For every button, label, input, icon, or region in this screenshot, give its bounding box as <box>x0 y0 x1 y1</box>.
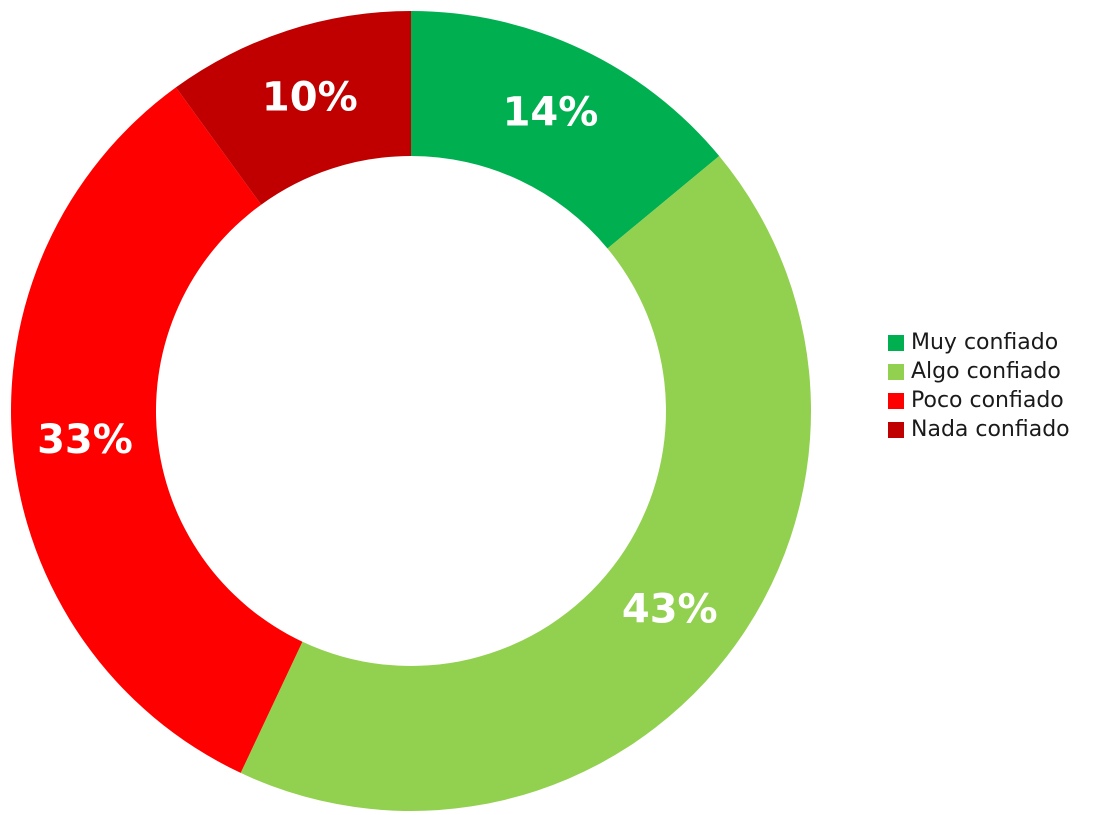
legend-label: Nada confiado <box>911 417 1070 442</box>
donut-slice <box>411 11 720 249</box>
legend-label: Algo confiado <box>911 359 1061 384</box>
legend-swatch <box>888 393 904 409</box>
legend-label: Muy confiado <box>911 330 1058 355</box>
data-label: 10% <box>262 75 358 121</box>
donut-slice <box>10 87 303 773</box>
data-label: 14% <box>503 90 599 136</box>
legend-label: Poco confiado <box>911 388 1064 413</box>
donut-slice <box>175 10 411 205</box>
legend-swatch <box>888 335 904 351</box>
donut-slice <box>240 156 811 811</box>
data-label: 33% <box>37 417 133 463</box>
data-label: 43% <box>622 587 718 633</box>
legend-swatch <box>888 364 904 380</box>
legend-swatch <box>888 422 904 438</box>
